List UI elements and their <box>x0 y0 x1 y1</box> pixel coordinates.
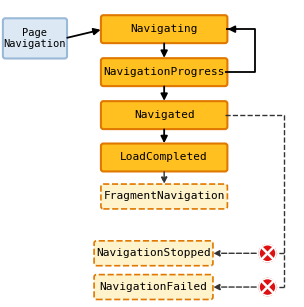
FancyBboxPatch shape <box>94 241 213 266</box>
Text: NavigationProgress: NavigationProgress <box>103 67 225 77</box>
FancyBboxPatch shape <box>101 58 227 86</box>
FancyBboxPatch shape <box>101 101 227 129</box>
Text: NavigationFailed: NavigationFailed <box>99 282 208 292</box>
Text: NavigationStopped: NavigationStopped <box>96 248 211 258</box>
Text: FragmentNavigation: FragmentNavigation <box>103 192 225 201</box>
Text: Navigating: Navigating <box>130 24 198 34</box>
Circle shape <box>259 245 276 262</box>
FancyBboxPatch shape <box>101 144 227 171</box>
Text: Page
Navigation: Page Navigation <box>4 28 66 49</box>
FancyBboxPatch shape <box>101 15 227 43</box>
FancyBboxPatch shape <box>3 18 67 58</box>
FancyBboxPatch shape <box>101 184 227 209</box>
Text: LoadCompleted: LoadCompleted <box>120 153 208 162</box>
Text: Navigated: Navigated <box>134 110 195 120</box>
Circle shape <box>259 278 276 296</box>
FancyBboxPatch shape <box>94 274 213 300</box>
